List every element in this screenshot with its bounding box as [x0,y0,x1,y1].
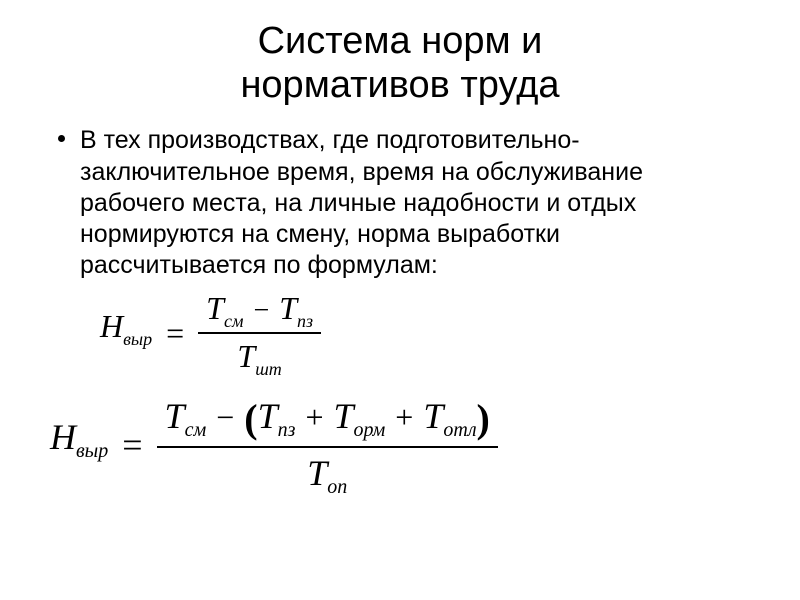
f1-fraction: Тсм − Тпз Тшт [198,290,321,376]
f1-lhs-sub: выр [123,329,152,349]
f1-num-sub2: пз [297,311,313,331]
f2-lhs-sub: выр [76,440,108,462]
f1-lhs-var: Н [100,308,123,344]
body-paragraph: В тех производствах, где подготовительно… [50,125,750,281]
formula-2: Нвыр = Тсм − (Тпз + Торм + Тотл) Топ [50,395,498,495]
f2-num-var1: Т [165,396,185,436]
f2-num-op2: + [305,399,323,435]
f2-num-var3: Т [333,396,353,436]
body-text-content: В тех производствах, где подготовительно… [80,126,643,279]
f1-num-op: − [253,295,269,326]
f1-equals: = [166,315,184,351]
f1-denominator: Тшт [198,334,321,376]
f2-num-var2: Т [258,396,278,436]
f2-num-sub3: орм [354,419,386,441]
f2-equals: = [122,425,142,465]
f2-num-op3: + [395,399,413,435]
f2-paren-close: ) [477,396,490,441]
f2-paren-open: ( [244,396,257,441]
f2-lhs-var: Н [50,417,76,457]
f2-num-var4: Т [423,396,443,436]
f1-numerator: Тсм − Тпз [198,290,321,334]
formula-1: Нвыр = Тсм − Тпз Тшт [100,290,321,376]
title-line-1: Система норм и [258,20,543,62]
f2-num-sub4: отл [443,419,476,441]
f2-den-var: Т [307,453,327,493]
slide-title: Система норм и нормативов труда [50,20,750,107]
f2-denominator: Топ [157,448,498,495]
f2-den-sub: оп [327,476,347,498]
f2-num-op1: − [216,399,234,435]
f1-den-var: Т [237,338,255,374]
f1-den-sub: шт [255,359,282,379]
f2-num-sub1: см [185,419,207,441]
f2-num-sub2: пз [278,419,296,441]
bullet-icon [58,135,65,142]
f1-num-var1: Т [206,290,224,326]
f1-num-var2: Т [279,290,297,326]
f2-numerator: Тсм − (Тпз + Торм + Тотл) [157,395,498,448]
f1-num-sub1: см [224,311,243,331]
title-line-2: нормативов труда [240,64,559,106]
f2-fraction: Тсм − (Тпз + Торм + Тотл) Топ [157,395,498,495]
